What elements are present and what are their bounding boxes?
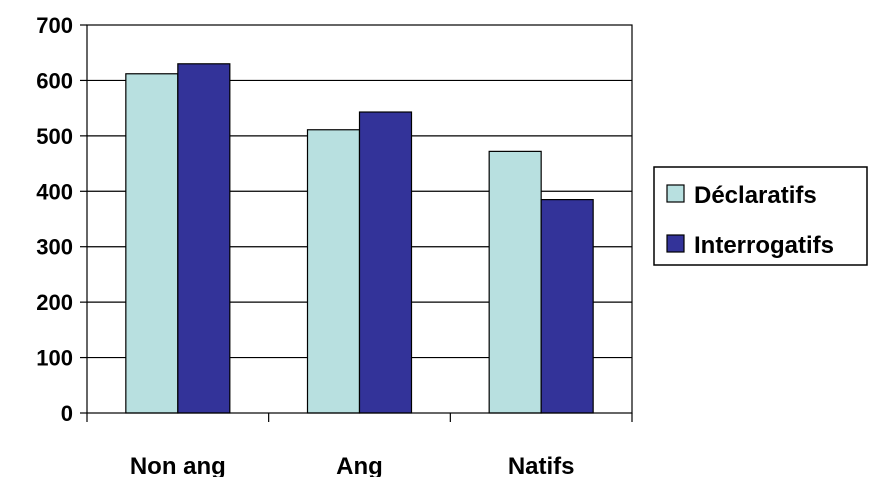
x-category-label-ang: Ang <box>336 453 383 477</box>
legend-swatch-declaratifs <box>666 184 685 203</box>
bars <box>125 63 594 414</box>
bar-declaratifs-ang <box>306 129 361 414</box>
x-category-label-natifs: Natifs <box>508 453 575 477</box>
legend-box <box>653 166 868 266</box>
bar-declaratifs-natifs <box>488 150 542 414</box>
bar-interrogatifs-natifs <box>540 199 594 414</box>
x-axis-categories: Non ang Ang Natifs <box>130 453 575 477</box>
y-tick-label: 600 <box>36 68 73 93</box>
y-tick-label: 0 <box>61 401 73 426</box>
bar-interrogatifs-non-ang <box>177 63 231 414</box>
legend-swatch-interrogatifs <box>666 234 685 253</box>
bar-interrogatifs-ang <box>358 111 413 414</box>
y-tick-label: 500 <box>36 124 73 149</box>
y-tick-label: 300 <box>36 235 73 260</box>
y-axis-ticks: 0 100 200 300 400 500 600 700 <box>36 13 73 426</box>
bar-declaratifs-non-ang <box>125 73 179 414</box>
x-category-label-non-ang: Non ang <box>130 453 226 477</box>
y-tick-label: 400 <box>36 179 73 204</box>
plot-area <box>86 24 633 414</box>
legend-label-declaratifs: Déclaratifs <box>694 182 817 209</box>
y-tick-label: 700 <box>36 13 73 38</box>
y-tick-label: 200 <box>36 290 73 315</box>
axes <box>80 24 633 422</box>
y-tick-label: 100 <box>36 346 73 371</box>
legend: Déclaratifs Interrogatifs <box>653 166 868 266</box>
legend-label-interrogatifs: Interrogatifs <box>694 232 834 259</box>
